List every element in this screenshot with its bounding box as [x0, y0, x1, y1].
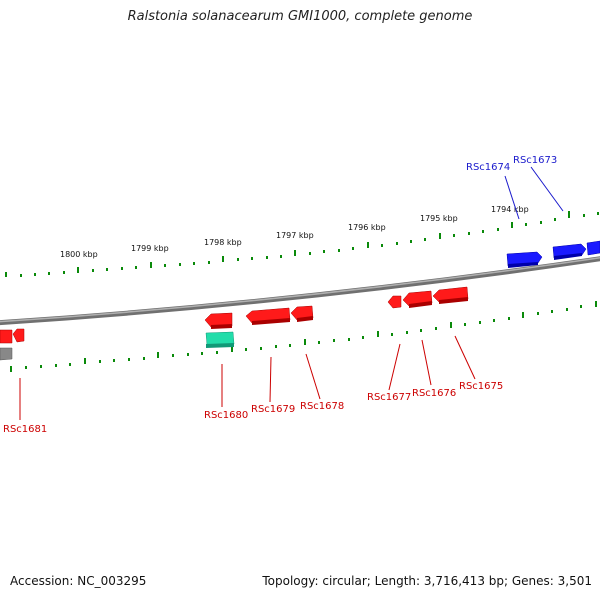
gene-rsc1681[interactable]: [0, 329, 13, 344]
scale-label-1800: 1800 kbp: [60, 250, 98, 259]
genome-backbone: [0, 256, 600, 326]
genome-title: Ralstonia solanacearum GMI1000, complete…: [127, 9, 473, 24]
rna-gene[interactable]: [205, 331, 235, 346]
label-rsc1673[interactable]: RSc1673: [513, 155, 557, 166]
label-rsc1678[interactable]: RSc1678: [300, 401, 344, 412]
gene-rsc1680[interactable]: [204, 312, 233, 328]
other-gene-gray[interactable]: [0, 347, 13, 361]
label-rsc1680[interactable]: RSc1680: [204, 410, 248, 421]
label-rsc1677[interactable]: RSc1677: [367, 392, 411, 403]
gene-partial-right[interactable]: [586, 240, 600, 256]
reverse-genes: [0, 286, 469, 344]
scale-label-1796: 1796 kbp: [348, 223, 386, 232]
gene-rsc1681b[interactable]: [12, 328, 25, 343]
label-rsc1676[interactable]: RSc1676: [412, 388, 456, 399]
label-rsc1681[interactable]: RSc1681: [3, 424, 47, 435]
scale-label-1797: 1797 kbp: [276, 231, 314, 240]
scale-label-1799: 1799 kbp: [131, 244, 169, 253]
accession-text: Accession: NC_003295: [10, 574, 147, 588]
label-rsc1679[interactable]: RSc1679: [251, 404, 295, 415]
forward-genes: [506, 240, 600, 268]
label-leaders: [19, 166, 564, 420]
inner-scale-track: [10, 301, 597, 372]
scale-label-1795: 1795 kbp: [420, 214, 458, 223]
topology-text: Topology: circular; Length: 3,716,413 bp…: [262, 574, 592, 588]
gene-rsc1678[interactable]: [290, 305, 314, 321]
label-rsc1674[interactable]: RSc1674: [466, 162, 510, 173]
label-rsc1675[interactable]: RSc1675: [459, 381, 503, 392]
outer-scale-track: [5, 211, 599, 277]
scale-label-1798: 1798 kbp: [204, 238, 242, 247]
gene-rsc1677[interactable]: [387, 295, 402, 309]
scale-label-1794: 1794 kbp: [491, 205, 529, 214]
